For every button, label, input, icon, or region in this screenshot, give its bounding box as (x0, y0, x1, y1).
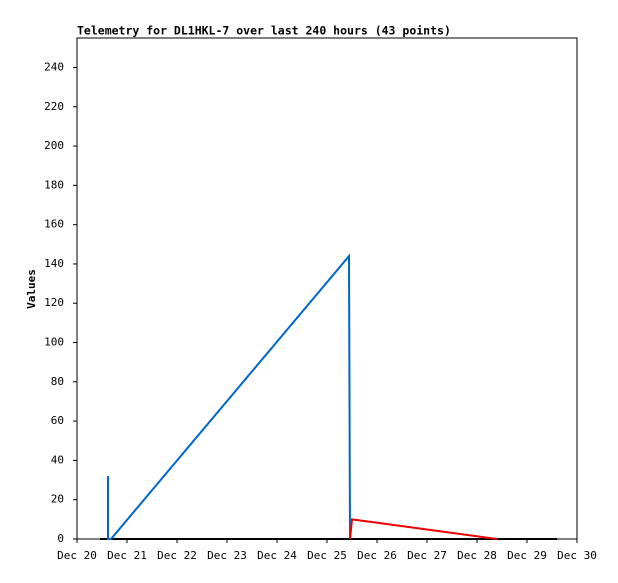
x-tick-label: Dec 28 (457, 549, 497, 562)
y-tick-label: 140 (44, 257, 64, 270)
x-tick-label: Dec 20 (57, 549, 97, 562)
x-tick-label: Dec 22 (157, 549, 197, 562)
y-axis-label: Values (25, 269, 38, 309)
y-tick-label: 220 (44, 100, 64, 113)
x-tick-label: Dec 30 (557, 549, 597, 562)
y-tick-label: 200 (44, 139, 64, 152)
chart-title: Telemetry for DL1HKL-7 over last 240 hou… (77, 24, 451, 38)
plot-frame (76, 37, 578, 540)
y-tick-label: 180 (44, 178, 64, 191)
y-tick-label: 40 (51, 453, 64, 466)
y-tick-label: 0 (57, 532, 64, 545)
y-tick-label: 240 (44, 60, 64, 73)
x-tick-label: Dec 26 (357, 549, 397, 562)
series-line (107, 253, 351, 540)
y-tick-label: 120 (44, 296, 64, 309)
x-tick-label: Dec 27 (407, 549, 447, 562)
y-tick-label: 160 (44, 218, 64, 231)
x-tick-label: Dec 23 (207, 549, 247, 562)
y-tick-label: 80 (51, 375, 64, 388)
x-tick-label: Dec 25 (307, 549, 347, 562)
y-tick-label: 60 (51, 414, 64, 427)
x-tick-label: Dec 21 (107, 549, 147, 562)
y-tick-label: 100 (44, 336, 64, 349)
y-tick-label: 20 (51, 493, 64, 506)
series-line (349, 518, 498, 540)
x-tick-label: Dec 24 (257, 549, 297, 562)
x-tick-label: Dec 29 (507, 549, 547, 562)
